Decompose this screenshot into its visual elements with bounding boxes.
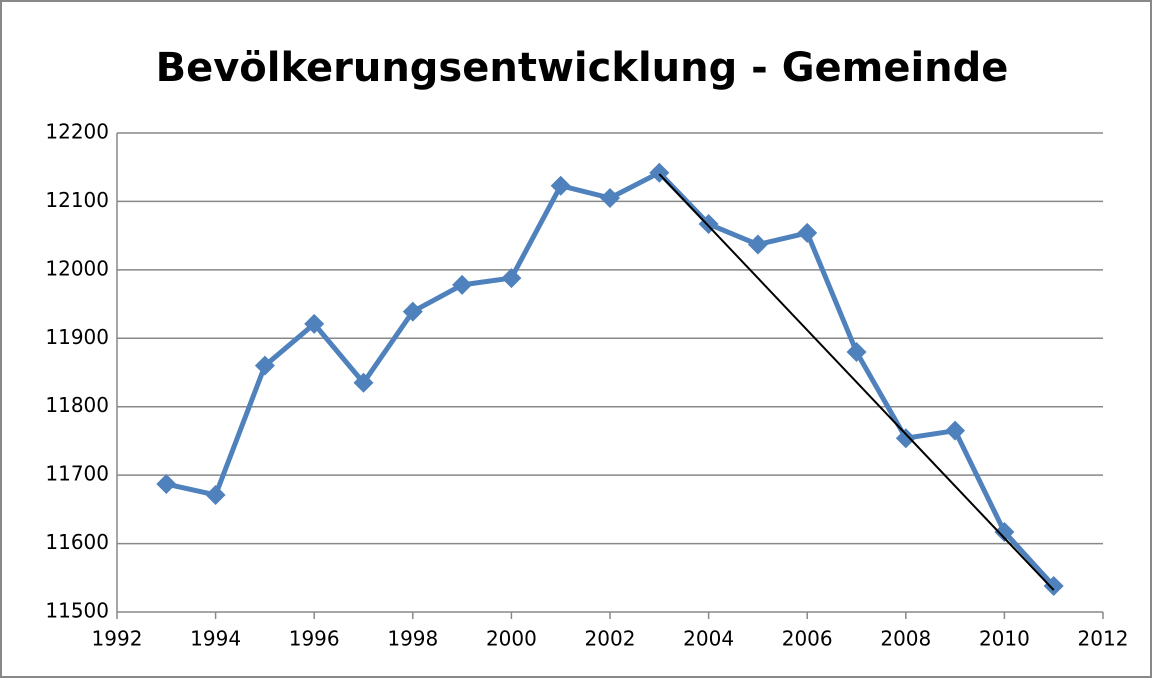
data-point	[304, 313, 325, 334]
x-tick-label: 2008	[880, 627, 931, 651]
y-tick-label: 12000	[45, 256, 109, 280]
data-point	[945, 420, 966, 441]
x-tick-label: 2012	[1078, 627, 1129, 651]
data-point	[1043, 575, 1064, 596]
y-tick-label: 11800	[45, 393, 109, 417]
data-point	[353, 372, 374, 393]
data-point	[254, 355, 275, 376]
x-tick-label: 1994	[190, 627, 241, 651]
x-tick-label: 1998	[387, 627, 438, 651]
data-point	[501, 268, 522, 289]
chart-title: Bevölkerungsentwicklung - Gemeinde	[156, 45, 1009, 91]
data-point	[895, 428, 916, 449]
x-tick-label: 1992	[92, 627, 143, 651]
data-point	[846, 341, 867, 362]
data-point	[994, 521, 1015, 542]
x-tick-label: 2004	[683, 627, 734, 651]
data-point	[698, 214, 719, 235]
x-tick-label: 2002	[585, 627, 636, 651]
data-point	[452, 274, 473, 295]
x-tick-label: 2010	[979, 627, 1030, 651]
data-point	[205, 484, 226, 505]
y-tick-label: 12100	[45, 188, 109, 212]
x-tick-label: 2006	[782, 627, 833, 651]
data-point	[402, 301, 423, 322]
data-point	[747, 234, 768, 255]
x-tick-label: 1996	[289, 627, 340, 651]
y-tick-label: 12200	[45, 120, 109, 144]
data-point	[600, 188, 620, 209]
y-tick-label: 11700	[45, 462, 109, 486]
y-tick-label: 11600	[45, 530, 109, 554]
data-point	[649, 162, 670, 183]
data-point	[797, 222, 818, 243]
y-tick-label: 11900	[45, 325, 109, 349]
trend-line	[658, 173, 1055, 591]
y-tick-label: 11500	[45, 599, 109, 623]
data-point	[156, 474, 177, 495]
data-point	[550, 175, 571, 196]
x-tick-label: 2000	[486, 627, 537, 651]
